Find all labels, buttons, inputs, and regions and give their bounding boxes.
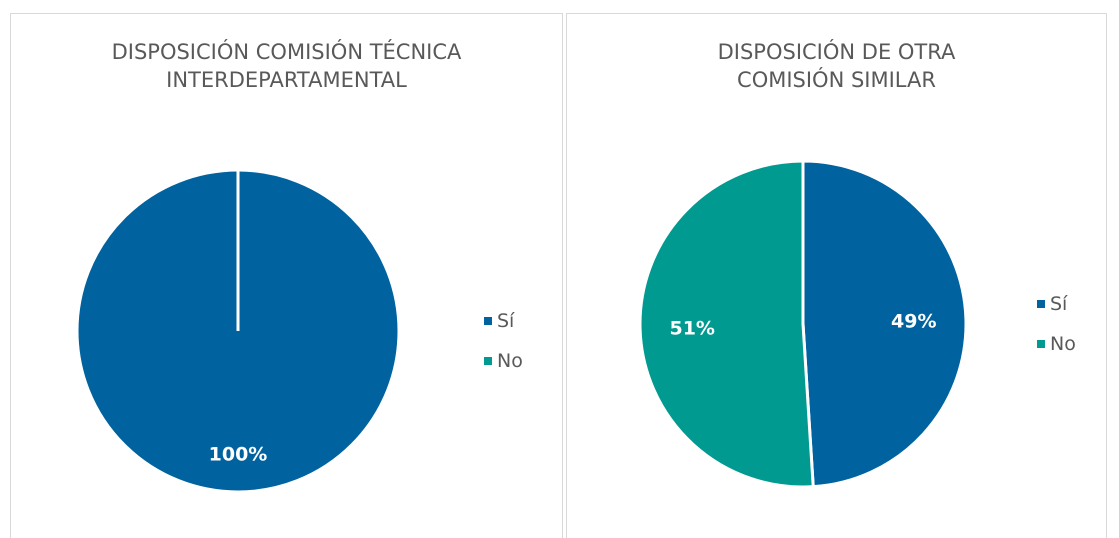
chart-title: DISPOSICIÓN DE OTRA COMISIÓN SIMILAR bbox=[717, 40, 956, 92]
legend-label: Sí bbox=[497, 310, 515, 332]
legend-label: Sí bbox=[1050, 293, 1068, 315]
legend-item-no: No bbox=[1037, 331, 1076, 357]
pie-slice-no bbox=[638, 159, 815, 489]
legend-item-si: Sí bbox=[1037, 291, 1076, 317]
legend-swatch-no bbox=[1037, 340, 1045, 348]
pie-chart-left: 100% bbox=[75, 168, 401, 494]
legend-swatch-no bbox=[484, 357, 492, 365]
legend-swatch-si bbox=[1037, 300, 1045, 308]
legend: Sí No bbox=[1037, 291, 1076, 371]
chart-title: DISPOSICIÓN COMISIÓN TÉCNICA INTERDEPART… bbox=[111, 40, 462, 92]
pie-chart-right: 49% 51% bbox=[638, 159, 968, 489]
legend-item-si: Sí bbox=[484, 308, 523, 334]
legend-label: No bbox=[497, 350, 523, 372]
legend-label: No bbox=[1050, 333, 1076, 355]
pie-slice-si bbox=[801, 159, 968, 489]
legend: Sí No bbox=[484, 308, 523, 388]
data-label-si: 49% bbox=[891, 311, 936, 333]
data-label-si: 100% bbox=[209, 443, 268, 465]
data-label-no: 51% bbox=[669, 317, 714, 339]
legend-item-no: No bbox=[484, 348, 523, 374]
chart-panel-left: DISPOSICIÓN COMISIÓN TÉCNICA INTERDEPART… bbox=[10, 13, 563, 538]
legend-swatch-si bbox=[484, 317, 492, 325]
chart-panel-right: DISPOSICIÓN DE OTRA COMISIÓN SIMILAR 49%… bbox=[566, 13, 1107, 538]
